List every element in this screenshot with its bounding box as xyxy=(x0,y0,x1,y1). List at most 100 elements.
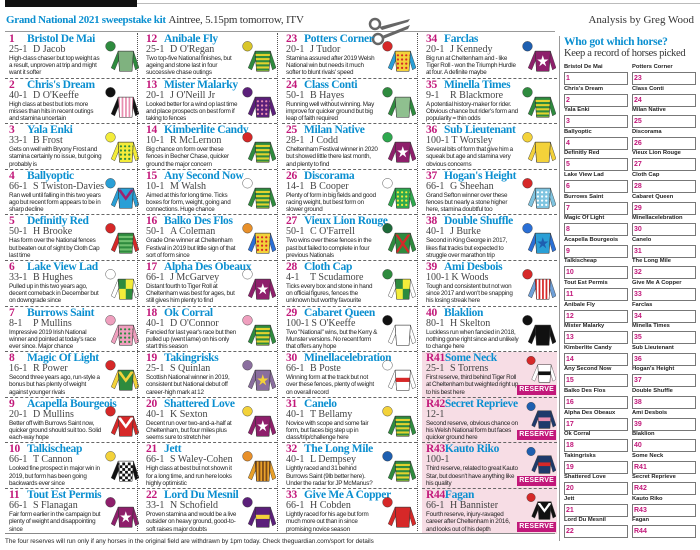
record-name-field[interactable]: 8 xyxy=(564,223,628,237)
horse-entry: 40 Blaklion 80-1 H Skelton Luckless run wh… xyxy=(422,307,557,353)
record-name-field[interactable]: 5 xyxy=(564,158,628,172)
record-name-field[interactable]: 30 xyxy=(632,223,696,237)
record-name-field[interactable]: 9 xyxy=(564,244,628,258)
record-name-field[interactable]: 14 xyxy=(564,352,628,366)
record-name-field[interactable]: 36 xyxy=(632,352,696,366)
page-title: Grand National 2021 sweepstake kit xyxy=(6,14,166,26)
record-name-field[interactable]: 22 xyxy=(564,525,628,539)
record-name-field[interactable]: R44 xyxy=(632,525,696,539)
record-name-field[interactable]: R43 xyxy=(632,503,696,517)
record-name-field[interactable]: 3 xyxy=(564,115,628,129)
jockey: D Mullins xyxy=(33,408,74,420)
horse-entry: 17 Alpha Des Obeaux 66-1 J McGarvey Distan… xyxy=(142,261,277,307)
horse-name: Sub Lieutenant xyxy=(444,124,516,137)
record-name-field[interactable]: 28 xyxy=(632,179,696,193)
jockey: T Cannon xyxy=(33,454,73,466)
horse-number: 4 xyxy=(9,169,15,182)
record-name-field[interactable]: 12 xyxy=(564,309,628,323)
horse-name: Balko Des Flos xyxy=(164,215,233,228)
record-horse-name: Cabaret Queen xyxy=(632,193,674,200)
record-name-field[interactable]: 23 xyxy=(632,72,696,85)
record-entry: Hogan's Height 37 xyxy=(632,366,696,388)
odds: 50-1 xyxy=(146,226,165,238)
record-horse-number: 15 xyxy=(566,377,574,385)
record-name-field[interactable]: 2 xyxy=(564,93,628,107)
reserve-horse-entry: R44Fagan 66-1 H Bannister Fourth reserve,… xyxy=(422,489,557,534)
jockey-silks-icon xyxy=(103,359,140,391)
horse-title: R43Kauto Riko xyxy=(426,444,557,456)
odds: 28-1 xyxy=(286,135,305,147)
record-name-field[interactable]: 19 xyxy=(564,460,628,474)
jockey: K Woods xyxy=(451,272,489,284)
horse-entry: 14 Kimberlite Candy 10-1 R McLernon Big ch… xyxy=(142,124,277,170)
record-entry: Ok Corral 18 xyxy=(564,431,628,453)
record-name-field[interactable]: 34 xyxy=(632,309,696,323)
horse-name: The Long Mile xyxy=(304,443,373,456)
record-name-field[interactable]: 20 xyxy=(564,482,628,496)
jockey: R Blackmore xyxy=(450,89,504,101)
jockey: S Torrens xyxy=(450,363,489,375)
jockey-silks-icon xyxy=(103,314,140,346)
horse-analysis: Better off with Burrows Saint now, quick… xyxy=(9,419,102,442)
horse-entry: 26 Discorama 14-1 B Cooper Plenty of form … xyxy=(282,170,417,216)
jockey-silks-icon xyxy=(103,268,140,300)
record-name-field[interactable]: 13 xyxy=(564,331,628,345)
odds-jockey: 40-1 D O'Connor xyxy=(146,318,277,329)
record-name-field[interactable]: 40 xyxy=(632,439,696,453)
horse-analysis: Grand Sefton winner over these fences bu… xyxy=(426,191,508,214)
record-name-field[interactable]: 7 xyxy=(564,201,628,215)
horse-entry: 16 Balko Des Flos 50-1 A Coleman Grade One… xyxy=(142,215,277,262)
odds: 40-1 xyxy=(286,454,305,466)
odds-jockey: 25-1 S Torrens xyxy=(426,364,557,374)
horse-title: 29 Cabaret Queen xyxy=(286,307,417,319)
record-horse-number: 5 xyxy=(566,161,570,169)
record-name-field[interactable]: 31 xyxy=(632,244,696,258)
horse-title: 8 Magic Of Light xyxy=(9,353,140,365)
jockey: D Jacob xyxy=(33,44,66,55)
horse-number: 35 xyxy=(426,78,437,91)
horse-title: 16 Balko Des Flos xyxy=(146,215,277,228)
odds-jockey: 50-1 B Hayes xyxy=(286,90,417,101)
horse-title: 39 Ami Desbois xyxy=(426,261,557,273)
record-name-field[interactable]: 33 xyxy=(632,287,696,301)
record-name-field[interactable]: 37 xyxy=(632,374,696,388)
record-name-field[interactable]: 16 xyxy=(564,395,628,409)
record-name-field[interactable]: 25 xyxy=(632,115,696,129)
record-name-field[interactable]: 24 xyxy=(632,93,696,107)
record-name-field[interactable]: 6 xyxy=(564,179,628,193)
horse-column: 1 Bristol De Mai 25-1 D Jacob High-class c… xyxy=(5,33,140,534)
record-name-field[interactable]: 21 xyxy=(564,503,628,517)
record-name-field[interactable]: 27 xyxy=(632,158,696,172)
horse-title: 25 Milan Native xyxy=(286,124,417,136)
record-horse-number: 35 xyxy=(634,334,642,342)
jockey-silks-icon xyxy=(103,405,140,437)
record-horse-number: 20 xyxy=(566,485,574,493)
record-entry: Double Shuffle 38 xyxy=(632,388,696,410)
record-name-field[interactable]: 1 xyxy=(564,72,628,85)
record-name-field[interactable]: 18 xyxy=(564,439,628,453)
record-entry: Blaklion 40 xyxy=(632,431,696,453)
record-name-field[interactable]: 15 xyxy=(564,374,628,388)
record-name-field[interactable]: 35 xyxy=(632,331,696,345)
record-name-field[interactable]: 11 xyxy=(564,287,628,301)
horse-name: Discorama xyxy=(304,169,355,182)
odds-jockey: 100-1 xyxy=(426,455,557,465)
record-name-field[interactable]: 29 xyxy=(632,201,696,215)
record-name-field[interactable]: 32 xyxy=(632,266,696,280)
horse-title: 6 Lake View Lad xyxy=(9,261,140,273)
record-entry: Minella Times 35 xyxy=(632,323,696,345)
record-name-field[interactable]: 26 xyxy=(632,136,696,150)
jockey-silks-icon xyxy=(240,405,277,437)
record-name-field[interactable]: 17 xyxy=(564,417,628,431)
record-name-field[interactable]: 38 xyxy=(632,395,696,409)
record-name-field[interactable]: 4 xyxy=(564,136,628,150)
horse-name: Minella Times xyxy=(444,78,511,91)
horse-analysis: Two top-five National finishes, but agei… xyxy=(146,55,232,77)
horse-number: 17 xyxy=(146,261,157,274)
record-name-field[interactable]: 10 xyxy=(564,266,628,280)
record-name-field[interactable]: R42 xyxy=(632,482,696,496)
record-horse-name: Lord Du Mesnil xyxy=(564,517,606,524)
record-name-field[interactable]: 39 xyxy=(632,417,696,431)
record-name-field[interactable]: R41 xyxy=(632,460,696,474)
horse-name: Class Conti xyxy=(304,78,358,91)
